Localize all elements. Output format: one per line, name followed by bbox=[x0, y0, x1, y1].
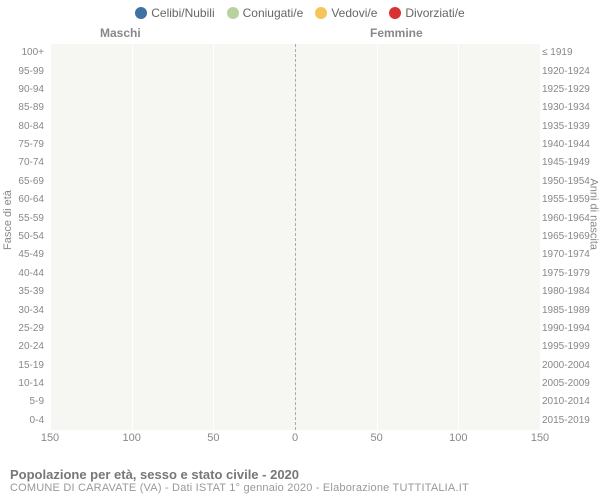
bar-rows bbox=[50, 46, 540, 428]
plot-area bbox=[50, 44, 540, 430]
grid-line bbox=[50, 44, 51, 430]
age-label: 40-44 bbox=[4, 269, 44, 279]
legend-item: Divorziati/e bbox=[389, 6, 464, 20]
age-label: 15-19 bbox=[4, 361, 44, 371]
legend-item: Vedovi/e bbox=[315, 6, 377, 20]
age-label: 0-4 bbox=[4, 416, 44, 426]
chart-title: Popolazione per età, sesso e stato civil… bbox=[10, 467, 590, 482]
x-tick: 100 bbox=[122, 432, 140, 444]
grid-line bbox=[132, 44, 133, 430]
birth-label: 1995-1999 bbox=[542, 342, 598, 352]
x-tick: 50 bbox=[207, 432, 219, 444]
pyramid-row bbox=[50, 137, 540, 155]
birth-label: 2005-2009 bbox=[542, 379, 598, 389]
legend-label: Divorziati/e bbox=[405, 6, 464, 20]
legend: Celibi/Nubili Coniugati/e Vedovi/e Divorzia… bbox=[0, 6, 600, 22]
birth-label: 1975-1979 bbox=[542, 269, 598, 279]
birth-label: 1920-1924 bbox=[542, 67, 598, 77]
legend-item: Coniugati/e bbox=[227, 6, 304, 20]
pyramid-row bbox=[50, 373, 540, 391]
right-axis-title: Anni di nascita bbox=[588, 178, 600, 250]
gender-headers: Maschi Femmine bbox=[0, 26, 600, 44]
legend-label: Vedovi/e bbox=[331, 6, 377, 20]
age-label: 45-49 bbox=[4, 250, 44, 260]
age-label: 95-99 bbox=[4, 67, 44, 77]
pyramid-row bbox=[50, 355, 540, 373]
pyramid-row bbox=[50, 228, 540, 246]
legend-swatch bbox=[315, 7, 327, 19]
grid-line bbox=[213, 44, 214, 430]
birth-label: 1990-1994 bbox=[542, 324, 598, 334]
age-label: 100+ bbox=[4, 48, 44, 58]
grid-line bbox=[377, 44, 378, 430]
x-tick: 50 bbox=[371, 432, 383, 444]
age-label: 85-89 bbox=[4, 103, 44, 113]
pyramid-row bbox=[50, 337, 540, 355]
pyramid-row bbox=[50, 319, 540, 337]
pyramid-row bbox=[50, 246, 540, 264]
birth-label: ≤ 1919 bbox=[542, 48, 598, 58]
pyramid-row bbox=[50, 82, 540, 100]
pyramid-row bbox=[50, 410, 540, 428]
birth-label: 2000-2004 bbox=[542, 361, 598, 371]
pyramid-row bbox=[50, 282, 540, 300]
age-label: 70-74 bbox=[4, 158, 44, 168]
pyramid-row bbox=[50, 173, 540, 191]
age-label: 90-94 bbox=[4, 85, 44, 95]
birth-label: 2015-2019 bbox=[542, 416, 598, 426]
age-label: 20-24 bbox=[4, 342, 44, 352]
birth-label: 1940-1944 bbox=[542, 140, 598, 150]
pyramid-row bbox=[50, 264, 540, 282]
x-axis-labels: 15010050050100150 bbox=[50, 432, 540, 448]
legend-label: Celibi/Nubili bbox=[151, 6, 214, 20]
x-tick: 150 bbox=[41, 432, 59, 444]
birth-label: 1970-1974 bbox=[542, 250, 598, 260]
pyramid-row bbox=[50, 119, 540, 137]
pyramid-row bbox=[50, 392, 540, 410]
age-label: 5-9 bbox=[4, 397, 44, 407]
legend-item: Celibi/Nubili bbox=[135, 6, 214, 20]
chart-subtitle: COMUNE DI CARAVATE (VA) - Dati ISTAT 1° … bbox=[10, 482, 590, 494]
age-label: 65-69 bbox=[4, 177, 44, 187]
age-label: 30-34 bbox=[4, 306, 44, 316]
pyramid-row bbox=[50, 101, 540, 119]
male-header: Maschi bbox=[100, 26, 141, 40]
pyramid-row bbox=[50, 155, 540, 173]
legend-label: Coniugati/e bbox=[243, 6, 304, 20]
chart-footer: Popolazione per età, sesso e stato civil… bbox=[10, 467, 590, 494]
grid-line bbox=[540, 44, 541, 430]
birth-label: 1985-1989 bbox=[542, 306, 598, 316]
pyramid-row bbox=[50, 192, 540, 210]
legend-swatch bbox=[135, 7, 147, 19]
age-label: 80-84 bbox=[4, 122, 44, 132]
age-label: 25-29 bbox=[4, 324, 44, 334]
birth-label: 1930-1934 bbox=[542, 103, 598, 113]
birth-label: 2010-2014 bbox=[542, 397, 598, 407]
female-header: Femmine bbox=[370, 26, 423, 40]
left-axis-title: Fasce di età bbox=[2, 190, 14, 250]
x-tick: 100 bbox=[449, 432, 467, 444]
birth-label: 1925-1929 bbox=[542, 85, 598, 95]
age-label: 75-79 bbox=[4, 140, 44, 150]
birth-label: 1935-1939 bbox=[542, 122, 598, 132]
x-tick: 150 bbox=[531, 432, 549, 444]
pyramid-row bbox=[50, 46, 540, 64]
pyramid-row bbox=[50, 301, 540, 319]
pyramid-row bbox=[50, 64, 540, 82]
age-label: 35-39 bbox=[4, 287, 44, 297]
legend-swatch bbox=[227, 7, 239, 19]
birth-label: 1945-1949 bbox=[542, 158, 598, 168]
pyramid-row bbox=[50, 210, 540, 228]
grid-line bbox=[458, 44, 459, 430]
x-tick: 0 bbox=[292, 432, 298, 444]
age-label: 10-14 bbox=[4, 379, 44, 389]
legend-swatch bbox=[389, 7, 401, 19]
birth-label: 1980-1984 bbox=[542, 287, 598, 297]
